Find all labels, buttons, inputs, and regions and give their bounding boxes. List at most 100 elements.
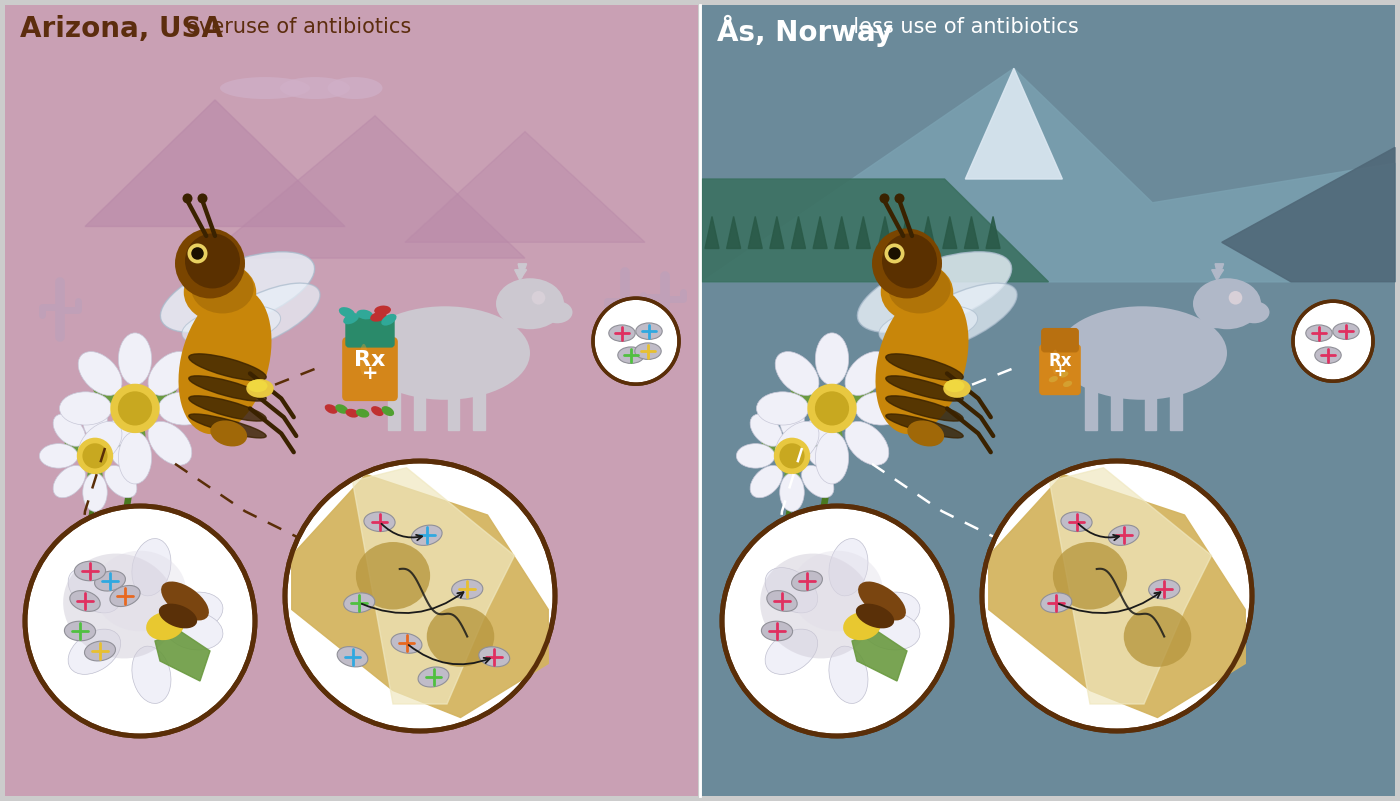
Ellipse shape <box>784 463 799 491</box>
Ellipse shape <box>1124 606 1191 667</box>
Ellipse shape <box>178 288 272 434</box>
Ellipse shape <box>165 592 223 631</box>
Ellipse shape <box>374 305 391 315</box>
Ellipse shape <box>886 354 963 380</box>
Text: Rx: Rx <box>354 350 385 369</box>
Bar <box>413 387 426 429</box>
Ellipse shape <box>105 465 137 497</box>
Ellipse shape <box>886 414 963 438</box>
Polygon shape <box>1215 264 1224 278</box>
Ellipse shape <box>148 421 192 465</box>
Ellipse shape <box>1051 350 1058 374</box>
Polygon shape <box>85 100 344 227</box>
Ellipse shape <box>161 582 209 621</box>
Ellipse shape <box>339 307 356 318</box>
Text: +: + <box>1054 364 1067 379</box>
Circle shape <box>532 291 545 304</box>
Ellipse shape <box>766 568 818 613</box>
Ellipse shape <box>189 376 266 401</box>
Ellipse shape <box>791 551 883 631</box>
Circle shape <box>185 233 239 288</box>
Ellipse shape <box>158 604 197 629</box>
Ellipse shape <box>1239 301 1270 324</box>
Ellipse shape <box>74 562 105 581</box>
Ellipse shape <box>356 409 370 417</box>
Polygon shape <box>857 216 871 248</box>
Circle shape <box>286 461 554 731</box>
Ellipse shape <box>886 396 963 421</box>
Ellipse shape <box>855 604 895 629</box>
FancyBboxPatch shape <box>1042 328 1078 352</box>
Ellipse shape <box>84 641 115 661</box>
Ellipse shape <box>189 354 266 380</box>
Polygon shape <box>291 474 549 718</box>
Circle shape <box>197 194 207 203</box>
Ellipse shape <box>767 590 797 611</box>
Bar <box>701 5 1394 796</box>
Ellipse shape <box>161 252 315 332</box>
Ellipse shape <box>94 551 186 631</box>
Ellipse shape <box>189 396 266 421</box>
Ellipse shape <box>840 381 874 407</box>
Polygon shape <box>921 216 935 248</box>
Ellipse shape <box>371 406 384 416</box>
Circle shape <box>981 461 1252 731</box>
Ellipse shape <box>83 400 108 439</box>
Ellipse shape <box>760 553 874 658</box>
Polygon shape <box>353 468 515 704</box>
Ellipse shape <box>220 77 309 99</box>
Ellipse shape <box>1057 306 1226 400</box>
Ellipse shape <box>750 414 783 446</box>
Ellipse shape <box>609 325 636 341</box>
Polygon shape <box>878 216 892 248</box>
Polygon shape <box>701 68 1394 282</box>
Ellipse shape <box>59 392 112 425</box>
Ellipse shape <box>64 436 90 455</box>
Circle shape <box>879 194 889 203</box>
Ellipse shape <box>335 405 349 414</box>
Polygon shape <box>770 216 784 248</box>
Bar <box>6 5 699 796</box>
Ellipse shape <box>798 436 823 455</box>
Ellipse shape <box>1061 512 1092 532</box>
Polygon shape <box>204 115 525 258</box>
Circle shape <box>774 437 811 474</box>
Polygon shape <box>1200 306 1226 328</box>
Ellipse shape <box>412 525 442 545</box>
Ellipse shape <box>325 405 337 414</box>
Circle shape <box>1229 291 1242 304</box>
Ellipse shape <box>776 421 819 465</box>
Ellipse shape <box>862 611 920 650</box>
Polygon shape <box>1050 468 1211 704</box>
Circle shape <box>888 248 900 260</box>
Ellipse shape <box>815 333 848 385</box>
Circle shape <box>192 248 204 260</box>
Ellipse shape <box>119 333 151 385</box>
Ellipse shape <box>101 436 126 455</box>
Ellipse shape <box>119 432 151 484</box>
Ellipse shape <box>855 392 907 425</box>
Ellipse shape <box>381 314 396 326</box>
Polygon shape <box>791 216 805 248</box>
Ellipse shape <box>1060 372 1068 377</box>
Ellipse shape <box>802 465 834 497</box>
Ellipse shape <box>857 252 1012 332</box>
Polygon shape <box>727 216 741 248</box>
Ellipse shape <box>1193 278 1261 329</box>
Ellipse shape <box>780 400 804 439</box>
Circle shape <box>808 384 857 433</box>
Ellipse shape <box>496 278 564 329</box>
Ellipse shape <box>452 579 483 599</box>
Ellipse shape <box>328 77 382 99</box>
Ellipse shape <box>1315 347 1341 364</box>
Ellipse shape <box>790 381 825 407</box>
Ellipse shape <box>210 421 248 446</box>
Ellipse shape <box>881 262 953 322</box>
Ellipse shape <box>944 379 970 398</box>
Bar <box>1145 387 1156 429</box>
Ellipse shape <box>158 392 210 425</box>
Ellipse shape <box>165 611 223 650</box>
Text: overuse of antibiotics: overuse of antibiotics <box>174 17 412 37</box>
Text: Ås, Norway: Ås, Norway <box>717 15 893 47</box>
Ellipse shape <box>888 264 951 313</box>
